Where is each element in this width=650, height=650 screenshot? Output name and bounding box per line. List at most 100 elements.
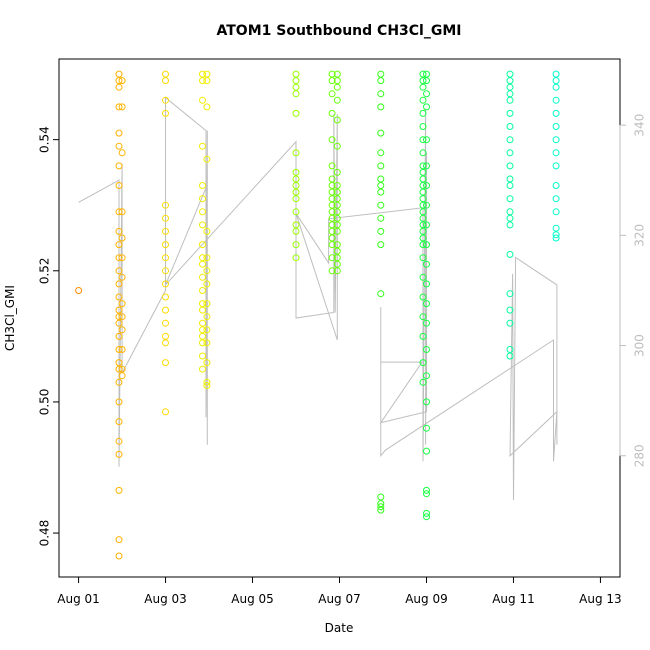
data-point <box>199 319 206 327</box>
data-point <box>328 267 336 275</box>
data-point <box>377 227 385 235</box>
data-point <box>328 254 336 262</box>
data-point <box>199 142 206 150</box>
data-point <box>203 77 211 85</box>
x-tick-label: Aug 01 <box>57 592 100 606</box>
scatter-points-group <box>75 70 560 560</box>
data-point <box>115 267 123 275</box>
data-point <box>115 241 123 249</box>
data-point <box>377 103 385 111</box>
data-point <box>199 365 206 373</box>
data-point <box>162 70 169 78</box>
x-tick-label: Aug 03 <box>144 592 187 606</box>
data-point <box>506 306 514 314</box>
data-point <box>419 359 427 367</box>
data-point <box>292 149 300 157</box>
data-point <box>552 136 560 144</box>
data-point <box>506 175 514 183</box>
data-point <box>333 96 341 104</box>
data-point <box>552 123 560 130</box>
data-point <box>423 260 430 268</box>
x-tick-label: Aug 11 <box>492 592 535 606</box>
data-point <box>162 293 169 301</box>
data-point <box>118 372 126 380</box>
data-point <box>506 70 514 78</box>
data-point <box>552 149 560 157</box>
data-point <box>292 254 300 262</box>
data-point <box>552 182 560 189</box>
data-point <box>115 70 123 78</box>
data-point <box>423 509 430 517</box>
data-point <box>292 208 300 216</box>
data-point <box>333 214 341 222</box>
y-tick-label: 0.48 <box>38 520 52 547</box>
data-point <box>333 260 341 268</box>
data-point <box>333 267 341 275</box>
data-point <box>115 83 123 91</box>
data-point <box>419 83 427 91</box>
data-point <box>506 208 514 216</box>
y-axis-left: 0.48 0.50 0.52 0.54 <box>38 126 60 546</box>
data-point <box>328 90 336 98</box>
data-point <box>115 306 123 314</box>
data-point <box>419 123 427 130</box>
data-point <box>199 195 206 203</box>
data-point <box>423 182 430 189</box>
data-point <box>292 188 300 196</box>
data-point <box>199 241 206 249</box>
data-point <box>506 83 514 91</box>
plot-frame <box>58 58 621 578</box>
data-point <box>203 280 211 288</box>
data-point <box>377 77 385 85</box>
data-point <box>162 77 169 85</box>
data-point <box>552 231 560 239</box>
data-point <box>328 77 336 85</box>
data-point <box>506 319 514 327</box>
data-point <box>115 254 123 262</box>
y-tick-label: 0.50 <box>38 389 52 416</box>
data-point <box>419 188 427 196</box>
data-point <box>377 506 385 514</box>
data-point <box>423 398 430 406</box>
data-point <box>292 90 300 98</box>
data-point <box>328 188 336 196</box>
data-point <box>506 221 514 229</box>
data-point <box>199 260 206 268</box>
data-point <box>203 326 211 334</box>
data-point <box>377 290 385 298</box>
data-point <box>203 227 211 235</box>
data-point <box>203 254 211 262</box>
data-point <box>377 493 385 501</box>
data-point <box>506 90 514 98</box>
data-point <box>377 241 385 249</box>
x-tick-label: Aug 09 <box>405 592 448 606</box>
data-point <box>552 96 560 104</box>
x-axis-label: Date <box>325 621 354 635</box>
data-point <box>292 109 300 117</box>
data-point <box>292 70 300 78</box>
data-point <box>423 300 430 308</box>
data-point <box>552 109 560 117</box>
data-point <box>115 552 123 560</box>
data-point <box>118 326 126 334</box>
data-point <box>115 227 123 235</box>
data-point <box>162 201 169 209</box>
data-point <box>115 77 123 85</box>
data-point <box>292 77 300 85</box>
y2-tick-label: 300 <box>633 334 647 357</box>
data-point <box>506 346 514 353</box>
data-point <box>423 77 430 85</box>
y-tick-label: 0.54 <box>38 126 52 153</box>
data-point <box>333 182 341 189</box>
data-point <box>333 142 341 150</box>
data-point <box>115 293 123 301</box>
data-point <box>552 70 560 78</box>
data-point <box>423 490 430 498</box>
data-point <box>333 227 341 235</box>
data-point <box>203 378 211 386</box>
data-point <box>203 382 211 389</box>
data-point <box>199 208 206 216</box>
data-point <box>419 96 427 104</box>
series-line-group <box>78 96 558 500</box>
data-point <box>419 227 427 235</box>
